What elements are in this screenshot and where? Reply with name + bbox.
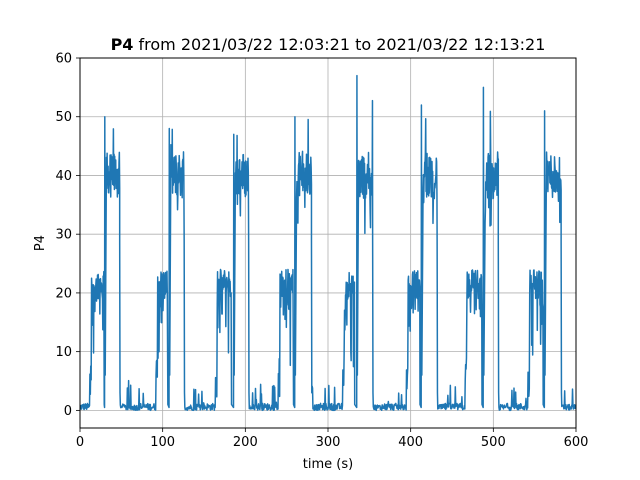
y-axis-ticks: 0 10 20 30 40 50 60 [55, 52, 80, 419]
x-tick-label: 200 [233, 435, 258, 450]
chart-title-rest: from 2021/03/22 12:03:21 to 2021/03/22 1… [139, 35, 546, 54]
chart-title-bold: P4 [111, 35, 134, 54]
x-tick-label: 100 [150, 435, 175, 450]
x-tick-label: 600 [564, 435, 589, 450]
x-tick-label: 400 [398, 435, 423, 450]
y-tick-label: 40 [55, 169, 72, 184]
y-tick-label: 0 [64, 404, 72, 419]
y-tick-label: 10 [55, 345, 72, 360]
x-axis-ticks: 0 100 200 300 400 500 600 [76, 428, 589, 450]
x-tick-label: 300 [316, 435, 341, 450]
series [80, 74, 576, 412]
series-line-p4 [80, 74, 576, 412]
y-tick-label: 50 [55, 110, 72, 125]
y-tick-label: 60 [55, 52, 72, 67]
x-tick-label: 0 [76, 435, 84, 450]
y-axis-label: P4 [33, 235, 48, 251]
x-axis-label: time (s) [303, 457, 353, 472]
y-tick-label: 20 [55, 286, 72, 301]
chart-title: P4 from 2021/03/22 12:03:21 to 2021/03/2… [111, 35, 546, 54]
x-tick-label: 500 [481, 435, 506, 450]
y-tick-label: 30 [55, 228, 72, 243]
